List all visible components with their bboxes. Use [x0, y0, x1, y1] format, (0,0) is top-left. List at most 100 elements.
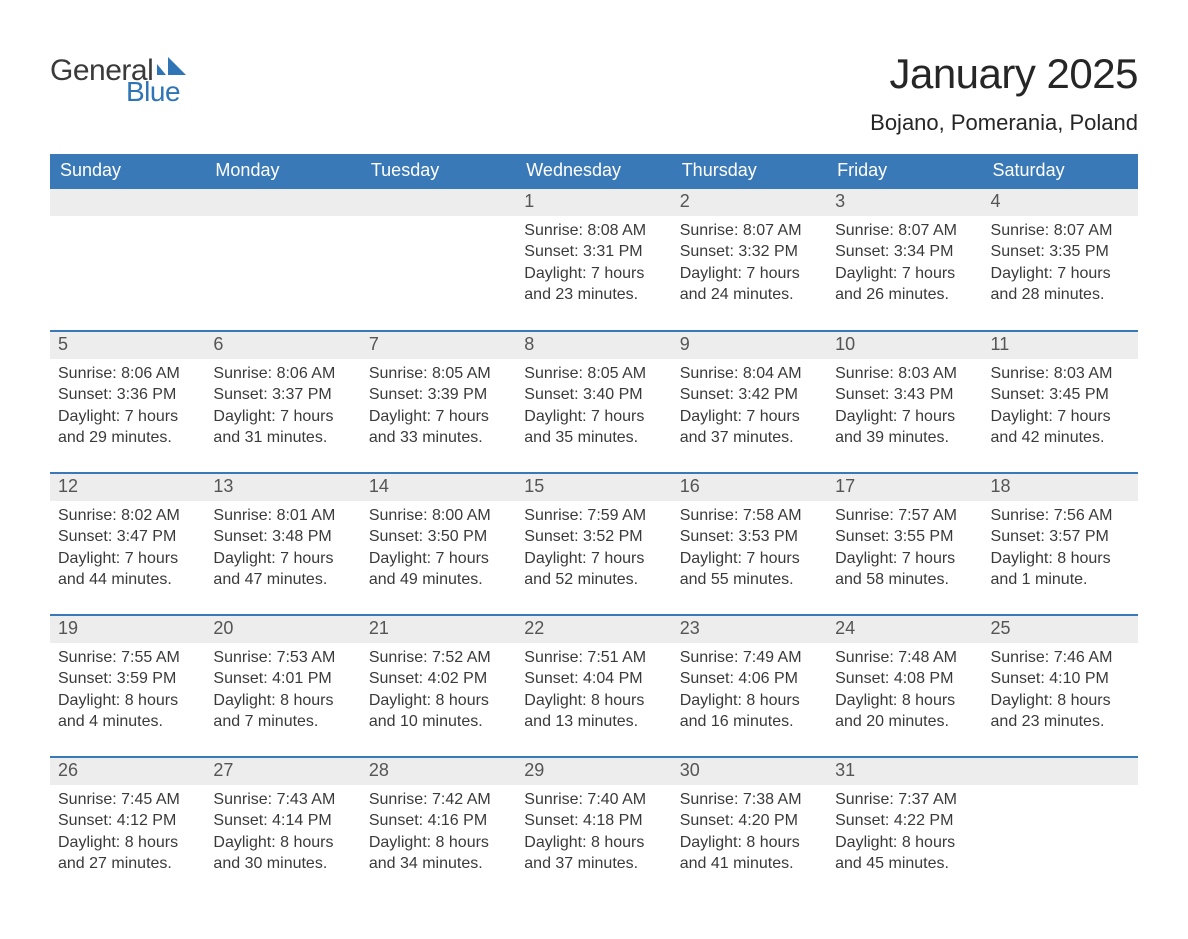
sunset-value: 3:55 PM	[894, 528, 954, 545]
sunset-value: 3:37 PM	[272, 386, 332, 403]
daylight-line: Daylight: 8 hours and 41 minutes.	[680, 832, 819, 875]
sunset-label: Sunset:	[835, 812, 889, 829]
sunset-line: Sunset: 3:39 PM	[369, 384, 508, 406]
sunrise-label: Sunrise:	[524, 365, 583, 382]
calendar-day-cell: 28Sunrise: 7:42 AMSunset: 4:16 PMDayligh…	[361, 757, 516, 899]
sunrise-label: Sunrise:	[991, 365, 1050, 382]
sunset-line: Sunset: 3:57 PM	[991, 526, 1130, 548]
calendar-page: General Blue January 2025 Bojano, Pomera…	[0, 0, 1188, 939]
day-number: 20	[205, 616, 360, 643]
daylight-label: Daylight:	[835, 265, 897, 282]
sunrise-label: Sunrise:	[213, 791, 272, 808]
day-number: 28	[361, 758, 516, 785]
sunset-value: 4:01 PM	[272, 670, 332, 687]
daylight-line: Daylight: 7 hours and 37 minutes.	[680, 406, 819, 449]
day-number: 1	[516, 189, 671, 216]
sunrise-label: Sunrise:	[991, 222, 1050, 239]
day-details: Sunrise: 7:43 AMSunset: 4:14 PMDaylight:…	[205, 785, 360, 881]
sunset-value: 4:04 PM	[583, 670, 643, 687]
daylight-label: Daylight:	[213, 692, 275, 709]
sunset-value: 4:14 PM	[272, 812, 332, 829]
calendar-day-cell: 19Sunrise: 7:55 AMSunset: 3:59 PMDayligh…	[50, 615, 205, 757]
day-number: 27	[205, 758, 360, 785]
sunset-line: Sunset: 3:40 PM	[524, 384, 663, 406]
daylight-label: Daylight:	[213, 408, 275, 425]
daylight-line: Daylight: 7 hours and 55 minutes.	[680, 548, 819, 591]
day-number	[983, 758, 1138, 785]
sunset-value: 3:45 PM	[1049, 386, 1109, 403]
sunrise-value: 7:38 AM	[743, 791, 802, 808]
weekday-header: Saturday	[983, 154, 1138, 189]
sunrise-line: Sunrise: 8:05 AM	[524, 363, 663, 385]
daylight-line: Daylight: 7 hours and 44 minutes.	[58, 548, 197, 591]
daylight-line: Daylight: 8 hours and 1 minute.	[991, 548, 1130, 591]
sunrise-value: 8:07 AM	[743, 222, 802, 239]
title-block: January 2025 Bojano, Pomerania, Poland	[870, 50, 1138, 136]
daylight-label: Daylight:	[680, 692, 742, 709]
sunset-line: Sunset: 4:01 PM	[213, 668, 352, 690]
daylight-label: Daylight:	[991, 550, 1053, 567]
sunrise-value: 8:07 AM	[1054, 222, 1113, 239]
daylight-line: Daylight: 7 hours and 58 minutes.	[835, 548, 974, 591]
calendar-week-row: 12Sunrise: 8:02 AMSunset: 3:47 PMDayligh…	[50, 473, 1138, 615]
sunset-value: 3:36 PM	[117, 386, 177, 403]
calendar-week-row: 1Sunrise: 8:08 AMSunset: 3:31 PMDaylight…	[50, 189, 1138, 331]
sunset-label: Sunset:	[680, 670, 734, 687]
sunset-label: Sunset:	[58, 386, 112, 403]
calendar-day-cell: 14Sunrise: 8:00 AMSunset: 3:50 PMDayligh…	[361, 473, 516, 615]
sunrise-line: Sunrise: 7:55 AM	[58, 647, 197, 669]
sunrise-value: 8:01 AM	[277, 507, 336, 524]
calendar-day-cell: 13Sunrise: 8:01 AMSunset: 3:48 PMDayligh…	[205, 473, 360, 615]
sunrise-label: Sunrise:	[369, 365, 428, 382]
sunset-line: Sunset: 4:16 PM	[369, 810, 508, 832]
calendar-day-cell: 18Sunrise: 7:56 AMSunset: 3:57 PMDayligh…	[983, 473, 1138, 615]
sunset-label: Sunset:	[213, 386, 267, 403]
day-number: 25	[983, 616, 1138, 643]
daylight-line: Daylight: 8 hours and 37 minutes.	[524, 832, 663, 875]
sunrise-label: Sunrise:	[680, 791, 739, 808]
daylight-label: Daylight:	[524, 265, 586, 282]
day-details: Sunrise: 7:58 AMSunset: 3:53 PMDaylight:…	[672, 501, 827, 597]
sunrise-line: Sunrise: 8:08 AM	[524, 220, 663, 242]
day-number: 26	[50, 758, 205, 785]
day-number: 16	[672, 474, 827, 501]
sunset-line: Sunset: 3:37 PM	[213, 384, 352, 406]
sunset-line: Sunset: 3:36 PM	[58, 384, 197, 406]
sunset-line: Sunset: 4:04 PM	[524, 668, 663, 690]
daylight-label: Daylight:	[835, 834, 897, 851]
sunset-label: Sunset:	[680, 812, 734, 829]
sunset-value: 3:43 PM	[894, 386, 954, 403]
day-details: Sunrise: 8:05 AMSunset: 3:40 PM Daylight:…	[516, 359, 671, 455]
weekday-header: Wednesday	[516, 154, 671, 189]
sunset-line: Sunset: 4:20 PM	[680, 810, 819, 832]
sunrise-line: Sunrise: 7:58 AM	[680, 505, 819, 527]
calendar-day-cell: 25Sunrise: 7:46 AMSunset: 4:10 PMDayligh…	[983, 615, 1138, 757]
sunrise-label: Sunrise:	[58, 649, 117, 666]
month-title: January 2025	[870, 50, 1138, 98]
daylight-label: Daylight:	[369, 550, 431, 567]
sunrise-value: 7:48 AM	[898, 649, 957, 666]
sunrise-label: Sunrise:	[991, 507, 1050, 524]
day-number: 3	[827, 189, 982, 216]
weekday-header: Tuesday	[361, 154, 516, 189]
sunset-value: 3:50 PM	[428, 528, 488, 545]
day-details: Sunrise: 8:07 AMSunset: 3:32 PMDaylight:…	[672, 216, 827, 312]
daylight-label: Daylight:	[835, 692, 897, 709]
sunrise-line: Sunrise: 7:40 AM	[524, 789, 663, 811]
sunset-line: Sunset: 3:52 PM	[524, 526, 663, 548]
sunset-value: 3:59 PM	[117, 670, 177, 687]
daylight-label: Daylight:	[524, 408, 586, 425]
calendar-day-cell: 5Sunrise: 8:06 AMSunset: 3:36 PMDaylight…	[50, 331, 205, 473]
day-number: 6	[205, 332, 360, 359]
sunset-line: Sunset: 4:12 PM	[58, 810, 197, 832]
day-details: Sunrise: 7:38 AM Sunset: 4:20 PMDaylight:…	[672, 785, 827, 881]
sunset-value: 3:57 PM	[1049, 528, 1109, 545]
sunset-line: Sunset: 3:43 PM	[835, 384, 974, 406]
calendar-week-row: 5Sunrise: 8:06 AMSunset: 3:36 PMDaylight…	[50, 331, 1138, 473]
sunset-label: Sunset:	[58, 812, 112, 829]
sunset-line: Sunset: 3:53 PM	[680, 526, 819, 548]
sunrise-label: Sunrise:	[524, 649, 583, 666]
sunrise-value: 8:05 AM	[432, 365, 491, 382]
sunset-label: Sunset:	[991, 243, 1045, 260]
daylight-label: Daylight:	[991, 408, 1053, 425]
